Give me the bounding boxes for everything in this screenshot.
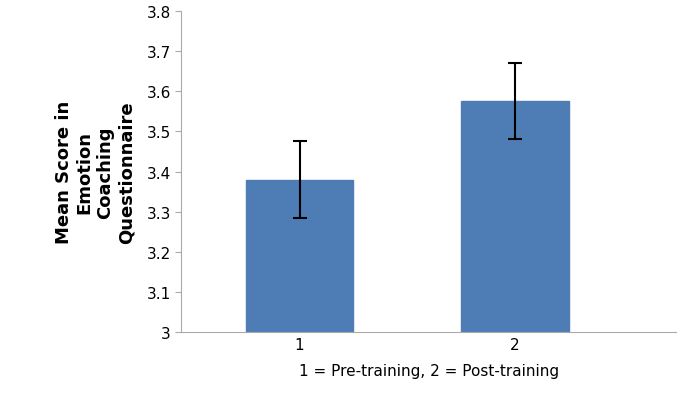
Bar <box>246 180 353 332</box>
X-axis label: 1 = Pre-training, 2 = Post-training: 1 = Pre-training, 2 = Post-training <box>298 363 559 378</box>
Y-axis label: Mean Score in
Emotion
Coaching
Questionnaire: Mean Score in Emotion Coaching Questionn… <box>55 101 135 243</box>
Bar <box>461 102 569 332</box>
